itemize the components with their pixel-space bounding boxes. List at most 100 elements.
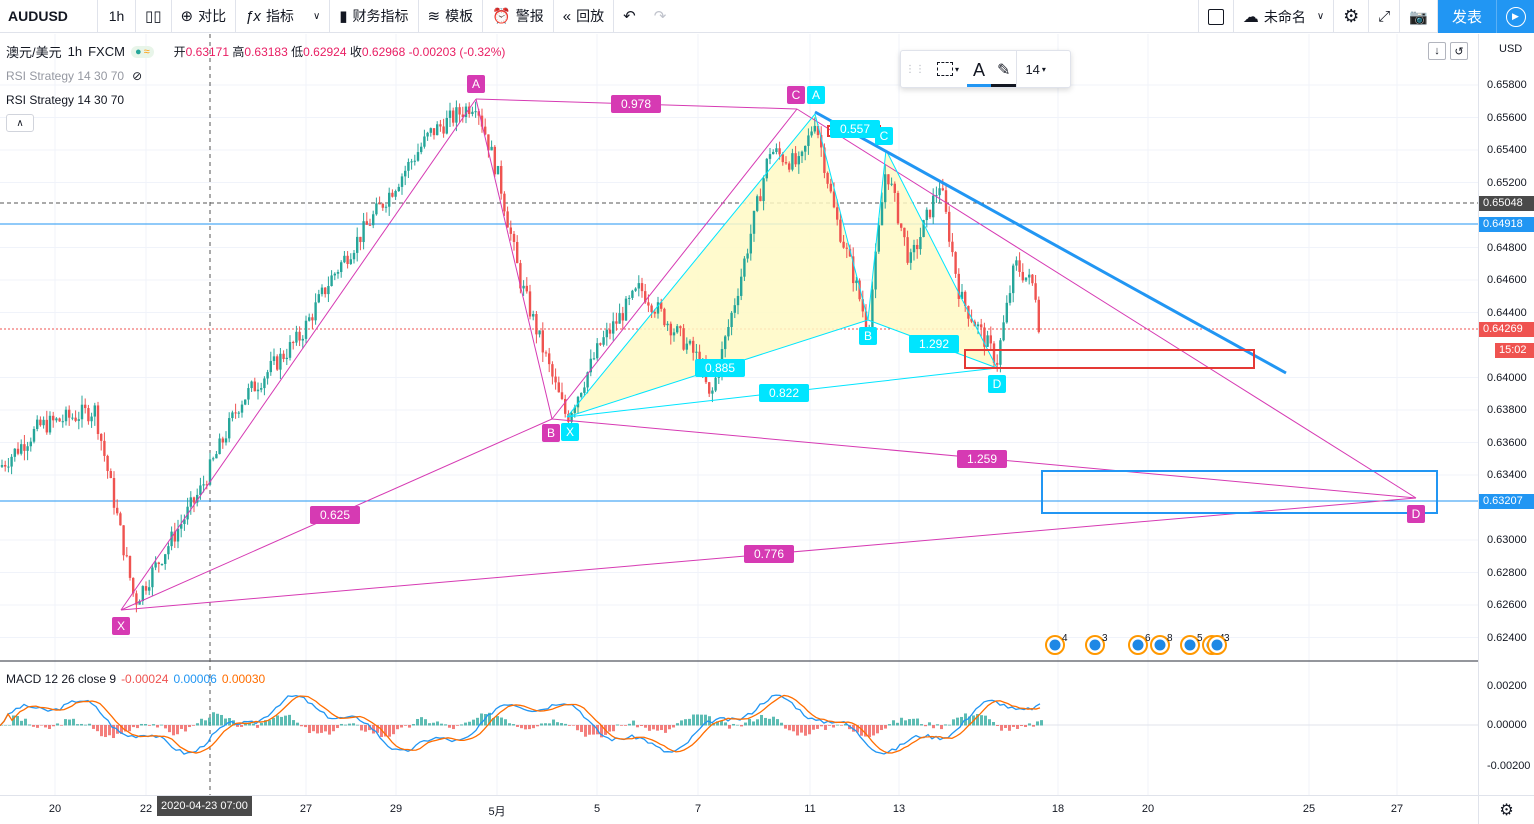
drag-handle[interactable]: ⋮⋮ (905, 63, 925, 75)
template-dropdown[interactable]: ▾ (929, 50, 967, 88)
candle-body (490, 146, 493, 151)
macd-hist-bar (748, 718, 751, 726)
scroll-down-button[interactable]: ↓ (1428, 42, 1446, 60)
candle-body (919, 237, 922, 250)
macd-hist-bar (44, 725, 47, 728)
candle-body (474, 111, 477, 113)
candle-body (176, 528, 180, 542)
chevron-down-icon: ∨ (1316, 11, 1325, 22)
snapshot-button[interactable]: 📷 (1400, 0, 1438, 33)
candle-body (602, 337, 605, 345)
replay-button[interactable]: « 回放 (554, 0, 615, 33)
fullscreen-button[interactable]: ⤢ (1369, 0, 1401, 33)
candle-body (477, 111, 480, 116)
line-color-button[interactable]: ✎ (991, 57, 1017, 87)
candle-body (813, 125, 816, 132)
candle-body (372, 214, 375, 226)
study-legend-hidden[interactable]: RSI Strategy 14 30 70 ⊘ (6, 69, 142, 83)
financials-button[interactable]: ▮ 财务指标 (330, 0, 419, 33)
font-size-dropdown[interactable]: 14 ▾ (1016, 50, 1053, 88)
price-tick-label: 0.65800 (1487, 79, 1527, 91)
candle-body (845, 247, 848, 249)
redo-button[interactable]: ↷ (645, 0, 676, 33)
arrow-down-icon: ↓ (1434, 45, 1440, 57)
macd-hist-bar (772, 716, 775, 726)
macd-hist-bar (0, 725, 3, 726)
play-button[interactable]: ▶ (1496, 0, 1534, 33)
indicators-label: 指标 (265, 8, 294, 24)
candle-body (199, 485, 202, 495)
macd-hist-bar (1016, 725, 1019, 729)
study-legend[interactable]: RSI Strategy 14 30 70 (6, 93, 125, 107)
candle-body (452, 110, 455, 123)
candle-body (90, 416, 93, 422)
macd-hist-bar (492, 718, 495, 726)
cypher-x-label-bg (561, 423, 579, 441)
price-axis[interactable]: USD 0.65800 0.65600 0.65400 0.65200 0.64800 0… (1478, 34, 1534, 795)
alert-button[interactable]: ⏰ 警报 (483, 0, 554, 33)
indicators-button[interactable]: ƒx 指标 ∨ (236, 0, 331, 33)
plus-circle-icon: ⊕ (180, 8, 194, 25)
candle-body (397, 186, 400, 192)
layout-name-button[interactable]: ☁ 未命名 ∨ (1234, 0, 1335, 33)
candles (0, 100, 1040, 613)
collapse-legend-button[interactable]: ∧ (6, 114, 34, 132)
macd-line (0, 694, 1041, 755)
symbol-search-button[interactable]: AUDUSD (0, 0, 98, 33)
reset-scale-button[interactable]: ↺ (1450, 42, 1468, 60)
candle-body (615, 321, 618, 324)
cypher-ratio: 0.557 (830, 120, 880, 138)
point-c-label-text: C (792, 88, 801, 102)
candle-body (212, 458, 215, 460)
undo-button[interactable]: ↶ (614, 0, 645, 33)
candle-body (4, 465, 7, 467)
pattern-leg (796, 108, 1417, 499)
price-chart-canvas[interactable]: ABCDX0.9780.6251.2590.776AXBCD0.5570.885… (0, 34, 1478, 795)
currency-label[interactable]: USD (1499, 43, 1523, 55)
chevron-down-icon[interactable]: ∨ (312, 10, 321, 22)
settings-button[interactable]: ⚙ (1334, 0, 1370, 33)
macd-value-3: 0.00030 (221, 672, 266, 686)
macd-hist-bar (684, 719, 687, 726)
candle-body (416, 152, 420, 161)
candle-body (512, 233, 516, 242)
time-axis[interactable]: 20 22 27 29 5月 5 7 11 13 18 20 25 27 2020-04-23 07:0… (0, 795, 1478, 824)
templates-button[interactable]: ≋ 模板 (419, 0, 484, 33)
candle-body (884, 174, 887, 203)
macd-hist-bar (568, 725, 571, 726)
candle-body (797, 156, 800, 165)
text-color-button[interactable]: A (967, 57, 992, 87)
compare-button[interactable]: ⊕ 对比 (172, 0, 237, 33)
macd-hist-bar (212, 712, 215, 726)
candle-body (676, 326, 679, 333)
economic-events[interactable]: 4368543 (1045, 633, 1230, 655)
macd-hist-bar (500, 717, 503, 726)
macd-hist-bar (892, 720, 895, 726)
macd-hist-bar (16, 715, 19, 726)
candle-body (500, 166, 503, 194)
legend-pair[interactable]: 澳元/美元 (6, 45, 62, 60)
layout-select-button[interactable] (1197, 0, 1234, 33)
rewind-icon: « (562, 7, 572, 25)
candle-body (823, 147, 826, 173)
chart-type-button[interactable]: ▯▯ (136, 0, 172, 33)
macd-hist-bar (56, 723, 59, 726)
candle-body (644, 291, 647, 303)
candle-body (61, 421, 64, 423)
candle-body (903, 227, 906, 238)
candle-body (724, 336, 727, 350)
chart-settings-button[interactable]: ⚙ (1478, 795, 1534, 824)
publish-button[interactable]: 发表 (1438, 0, 1496, 33)
candle-body (1021, 271, 1024, 281)
eye-crossed-icon[interactable]: ⊘ (132, 69, 143, 83)
drawn-shapes[interactable] (814, 110, 1438, 514)
candle-body (64, 409, 68, 422)
cypher-pattern-fill (567, 114, 997, 417)
macd-hist-bar (328, 725, 331, 735)
cypher-a-label-bg (807, 86, 825, 104)
price-tick-label: 0.65400 (1487, 144, 1527, 156)
macd-label[interactable]: MACD 12 26 close 9 (6, 672, 117, 686)
interval-button[interactable]: 1h (98, 0, 136, 33)
candle-body (288, 342, 292, 358)
